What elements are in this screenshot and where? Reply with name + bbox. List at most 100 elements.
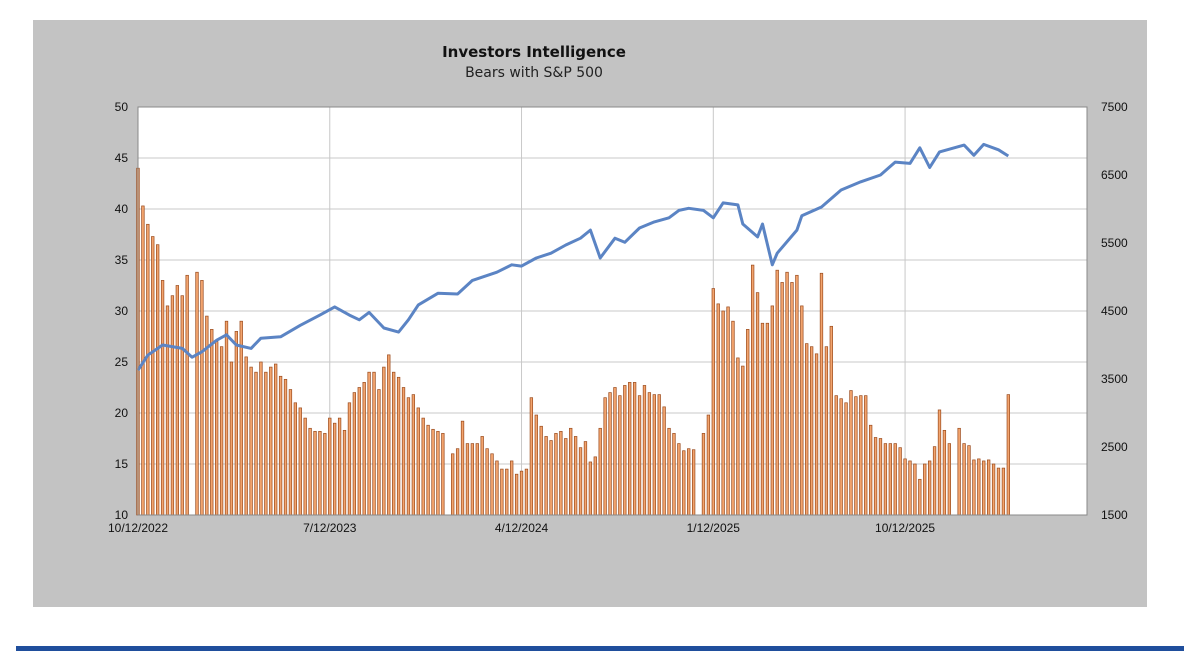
bears-bar [662,406,666,516]
bears-bar [219,346,224,516]
bears-bar [967,445,971,516]
x-tick-label: 7/12/2023 [303,521,357,535]
bears-bar [746,329,750,516]
bears-bar [313,431,317,516]
bears-bar [618,395,622,516]
bears-bar [328,417,332,516]
bears-bar [711,288,715,516]
bears-bar [298,407,302,516]
bears-bar [569,427,573,516]
y-right-tick-label: 1500 [1101,508,1128,522]
bears-bar [667,427,671,516]
bears-bar [224,320,229,516]
bears-bar [519,470,524,516]
bears-bar [765,322,770,516]
bears-bar [460,420,465,516]
bears-bar [185,274,189,516]
bears-bar [608,392,612,516]
chart-title: Investors Intelligence [442,43,626,61]
bears-bar [819,272,824,516]
bears-bar [367,371,371,516]
bears-bar [726,306,730,516]
bears-bar [593,456,597,516]
bears-bar [500,468,504,516]
y-left-tick-label: 30 [115,304,129,318]
bears-bar [741,365,745,516]
bottom-rule [16,646,1184,651]
bears-bar [544,436,548,516]
bears-bar [347,402,352,516]
bears-bar [441,433,445,516]
bears-bar [937,409,942,516]
y-left-tick-label: 35 [115,253,129,267]
bears-bar [972,459,976,516]
bears-bar [932,446,937,516]
bears-bar [303,417,307,516]
bears-bar [701,433,706,516]
bears-bar [244,356,248,516]
bears-bar [293,402,297,516]
bears-bar [834,395,838,516]
y-left-tick-label: 40 [115,202,129,216]
bears-bar [873,437,878,516]
bears-bar [982,460,986,516]
bears-bar [529,397,534,516]
bears-bar [165,305,170,516]
plot-border [137,106,1088,516]
bears-bar [814,353,819,516]
y-right-tick-label: 5500 [1101,236,1128,250]
y-right-tick-label: 4500 [1101,304,1128,318]
bears-bar [455,448,460,516]
bears-bar [249,366,253,516]
bears-bar [913,463,917,516]
bears-bar [652,394,656,516]
sp500-line [136,142,1010,372]
bears-bar [278,375,283,516]
y-left-tick-label: 15 [115,457,129,471]
bears-bar [372,371,376,516]
bears-bar [337,417,342,516]
bears-bar [721,310,725,516]
bears-bar [854,396,858,516]
bears-bar [809,346,814,516]
bears-bar [805,343,809,516]
bears-bar [426,424,430,516]
bears-bar [736,357,740,516]
bears-bar [382,366,386,516]
bears-bar [264,371,268,516]
bears-bar [274,363,278,516]
bears-bar [795,274,799,516]
bears-bar [878,438,883,516]
bears-bar [1006,394,1010,516]
bears-bar [323,433,327,516]
bears-bar [578,447,583,516]
bears-bar [716,303,720,516]
bears-bar [893,443,897,516]
bears-bar [928,460,932,516]
bears-bar [888,443,892,516]
bears-bar [475,443,479,516]
bears-bar [156,244,160,516]
bears-bar [269,366,273,516]
bears-bar [318,431,322,516]
bears-bar [401,387,406,516]
bears-bar [495,460,499,516]
bears-bar [623,385,627,516]
bears-bar [534,414,538,516]
bears-bar [510,460,514,516]
bears-bar [175,285,179,516]
bears-bar [603,397,607,516]
bears-bar [977,458,981,516]
bears-bar [598,427,602,516]
bears-bar [672,433,676,516]
bears-bar [392,371,396,516]
bears-bar [824,346,829,516]
bears-bar [411,394,416,516]
bears-bar [844,402,848,516]
bears-bar [485,448,489,516]
y-left-tick-label: 45 [115,151,129,165]
x-tick-label: 1/12/2025 [687,521,741,535]
bears-bar [632,382,637,516]
y-left-tick-label: 50 [115,100,129,114]
bears-bar [918,478,922,516]
